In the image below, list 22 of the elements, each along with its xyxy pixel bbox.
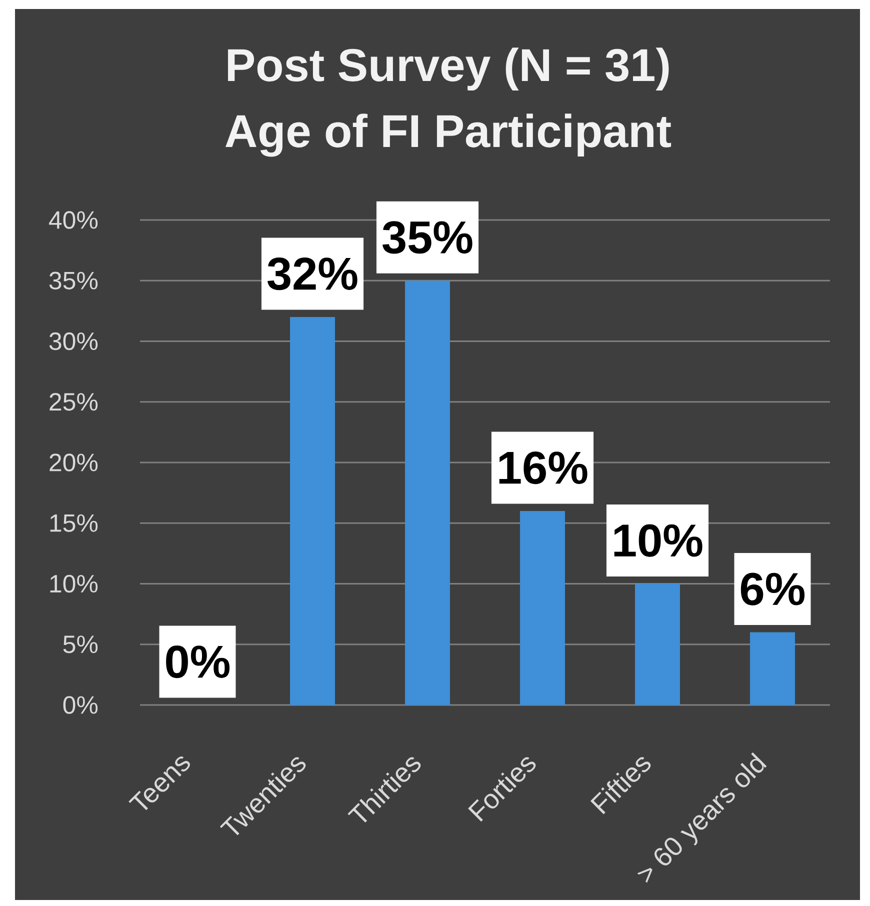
y-tick-label: 10% bbox=[50, 574, 98, 593]
y-tick-label: 15% bbox=[50, 514, 98, 532]
data-label: 10% bbox=[614, 524, 702, 557]
data-label: 6% bbox=[740, 572, 805, 606]
bar bbox=[290, 317, 335, 705]
chart-subtitle: Age of FI Participant bbox=[226, 114, 672, 157]
bar bbox=[634, 584, 680, 705]
bar bbox=[520, 511, 565, 705]
y-tick-label: 35% bbox=[49, 272, 98, 290]
y-tick-label: 30% bbox=[49, 332, 98, 350]
bar bbox=[750, 632, 795, 705]
data-label: 32% bbox=[268, 257, 358, 290]
bar bbox=[404, 280, 450, 705]
data-label: 0% bbox=[166, 646, 230, 678]
data-label: 35% bbox=[382, 221, 472, 254]
y-tick-label: 25% bbox=[50, 393, 98, 411]
y-tick-label: 40% bbox=[49, 211, 98, 229]
data-label: 16% bbox=[499, 452, 588, 484]
y-tick-label: 20% bbox=[50, 454, 98, 472]
y-tick-label: 5% bbox=[63, 636, 98, 654]
y-tick-label: 0% bbox=[63, 696, 98, 714]
chart-title: Post Survey (N = 31) bbox=[228, 48, 669, 91]
